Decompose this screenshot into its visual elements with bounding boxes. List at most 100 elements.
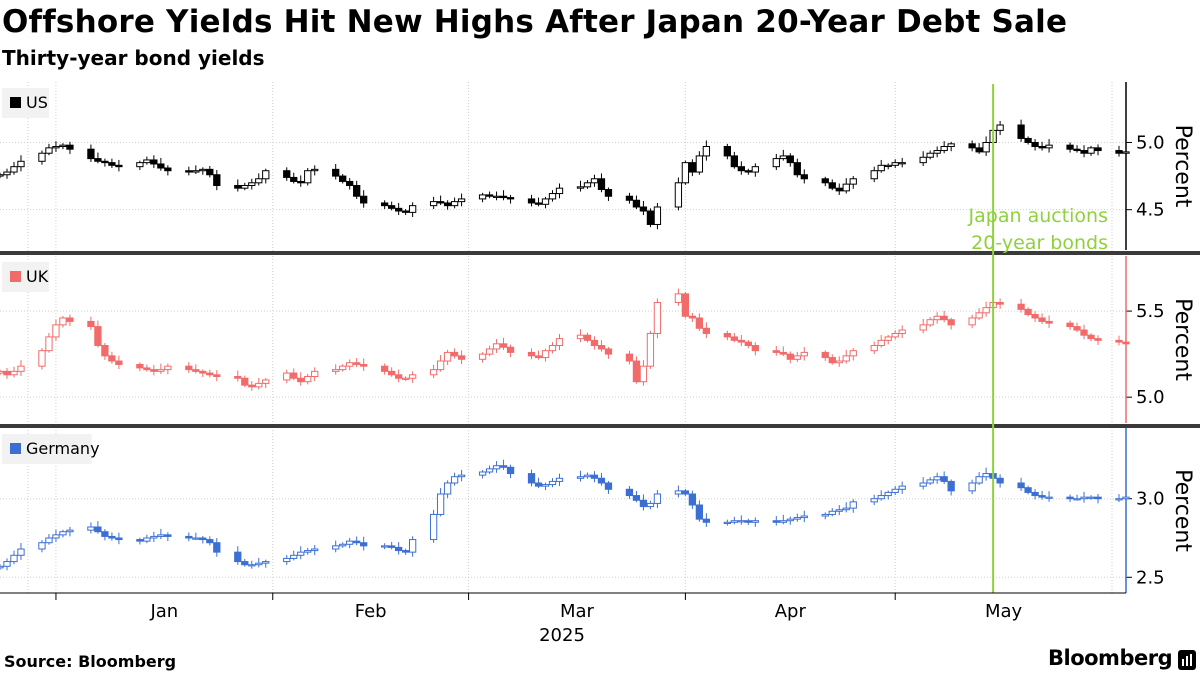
candle (213, 538, 221, 557)
candle-body (136, 162, 144, 168)
candle-body (1094, 496, 1102, 500)
candle-body (555, 477, 564, 482)
candle-body (394, 207, 403, 212)
candle-body (381, 365, 389, 372)
candle (248, 178, 256, 190)
candle (737, 515, 745, 525)
candle-body (835, 360, 843, 364)
candle (101, 158, 109, 167)
candle (625, 485, 634, 499)
candle (394, 202, 403, 216)
candle (192, 364, 200, 374)
candle (1024, 307, 1032, 317)
candle-body (87, 148, 95, 160)
candle-body (590, 178, 599, 184)
candle (1073, 145, 1081, 153)
candle-body (891, 162, 899, 166)
candle-body (604, 482, 613, 490)
candle-body (108, 162, 116, 166)
candle (255, 173, 263, 186)
candle (1024, 485, 1032, 495)
candle (996, 298, 1004, 309)
candle (884, 490, 892, 500)
candle-body (555, 187, 564, 195)
candle (290, 172, 298, 184)
candle (870, 166, 878, 183)
candle (849, 176, 857, 189)
candle-body (332, 369, 340, 372)
candle (283, 369, 291, 384)
candle (1080, 324, 1088, 340)
candle-body (723, 146, 732, 157)
candle (1066, 320, 1074, 330)
candle (842, 502, 850, 513)
candle-body (199, 168, 207, 172)
y-axis-label: Percent (1170, 298, 1195, 381)
candle (499, 459, 508, 470)
candle-body (1087, 496, 1095, 499)
candle-body (66, 529, 74, 533)
candle-body (527, 351, 536, 357)
candle-body (45, 336, 53, 352)
candle-body (388, 370, 396, 376)
panel-us: 4.5 5.0 Percent US (0, 82, 1195, 250)
candle (234, 179, 242, 192)
candle (450, 348, 459, 359)
candle (10, 550, 18, 565)
candle (772, 153, 780, 171)
candle-body (290, 554, 298, 559)
candle (723, 519, 732, 526)
candle-body (185, 365, 193, 371)
candle-body (394, 374, 403, 379)
candle (583, 180, 592, 189)
candle (828, 179, 836, 191)
candle (695, 313, 704, 331)
candle (346, 178, 354, 190)
candle-body (408, 374, 417, 379)
candle-body (674, 490, 683, 495)
candle-body (982, 141, 990, 153)
candle-body (737, 166, 745, 172)
candle-body (87, 320, 95, 328)
candle-body (101, 345, 109, 357)
candle-body (185, 170, 193, 173)
candle (968, 479, 976, 495)
candle (241, 182, 249, 191)
candle (332, 163, 340, 180)
legend-label: UK (26, 267, 49, 286)
candle (940, 141, 948, 154)
candle-body (38, 152, 46, 162)
candle (1066, 494, 1074, 503)
candle (968, 314, 976, 329)
candle (381, 363, 389, 375)
candle (898, 325, 906, 339)
candle (164, 532, 172, 542)
candle (136, 537, 144, 545)
candle-body (248, 564, 256, 567)
candle (576, 180, 585, 192)
candle-body (639, 499, 648, 508)
candle (478, 470, 487, 479)
candle-body (1024, 487, 1032, 493)
candle-body (59, 531, 67, 536)
candle-body (604, 348, 613, 355)
candle-body (143, 537, 151, 542)
candle-body (877, 339, 885, 347)
candle-body (485, 194, 494, 197)
candle (730, 516, 738, 525)
candle-body (115, 164, 123, 168)
candle-body (730, 336, 738, 341)
candle-body (311, 168, 319, 172)
candle (800, 510, 808, 523)
candle-body (779, 155, 787, 160)
candle-body (234, 184, 242, 189)
candle-body (255, 382, 263, 388)
candle (436, 355, 445, 372)
candle (108, 532, 116, 541)
candle-body (108, 535, 116, 539)
x-tick-label: Feb (355, 601, 387, 622)
candle-body (891, 488, 899, 493)
candle-body (919, 482, 927, 487)
candle-body (485, 468, 494, 473)
candle (353, 358, 361, 368)
